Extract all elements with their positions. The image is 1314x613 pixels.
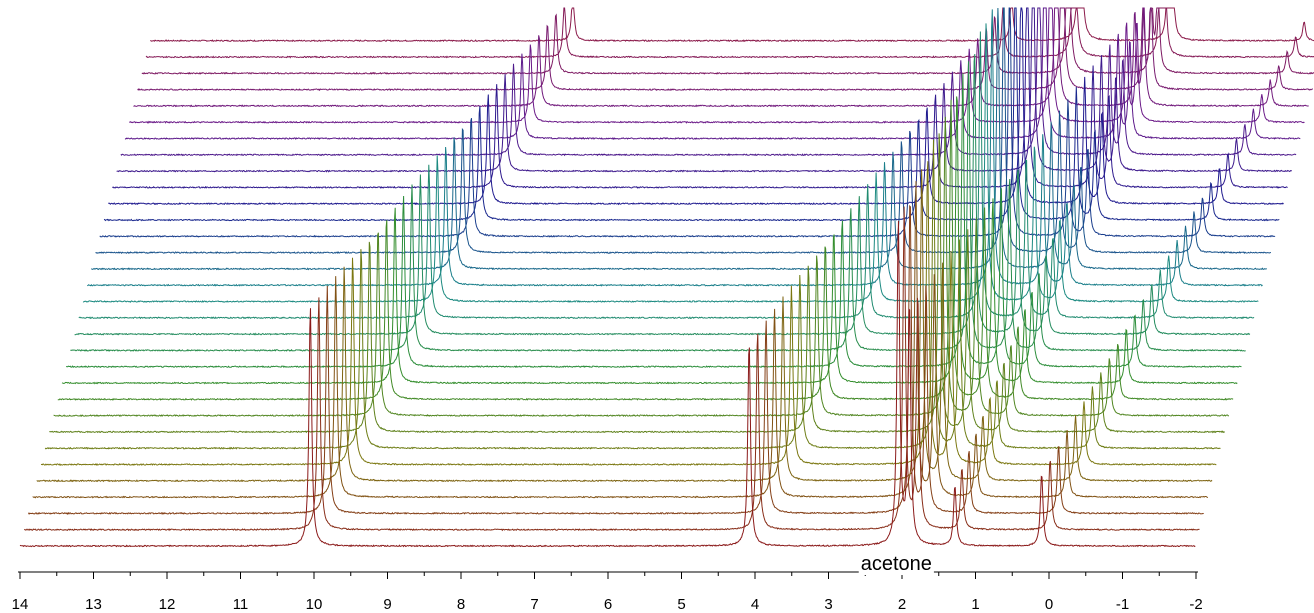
x-tick-label: 10 [306, 596, 323, 613]
x-tick-label: -1 [1116, 596, 1129, 613]
spectrum-trace [78, 31, 1255, 320]
x-tick-label: -2 [1189, 596, 1202, 613]
spectrum-trace [44, 139, 1221, 450]
x-tick-label: 2 [898, 596, 906, 613]
spectrum-trace [74, 54, 1251, 336]
spectrum-trace [95, 7, 1271, 255]
spectrum-trace [36, 169, 1213, 483]
spectrum-trace [91, 7, 1268, 271]
spectrum-trace [99, 7, 1276, 238]
x-tick-label: 6 [604, 596, 612, 613]
annotation-background [858, 553, 934, 575]
spectrum-trace [65, 73, 1242, 369]
x-tick-label: 7 [530, 596, 538, 613]
spectrum-trace [108, 7, 1284, 206]
spectrum-trace [49, 133, 1226, 434]
spectrum-trace [27, 204, 1204, 515]
spectrum-trace [57, 99, 1234, 401]
spectrum-trace [133, 7, 1309, 108]
spectrum-trace [40, 161, 1217, 466]
spectrum-trace [24, 206, 1200, 532]
spectrum-trace [103, 7, 1280, 222]
spectrum-trace [19, 220, 1196, 548]
x-tick-label: 4 [751, 596, 759, 613]
spectrum-trace [53, 116, 1230, 418]
x-tick-label: 11 [233, 596, 249, 613]
annotations: acetone [858, 553, 934, 575]
spectrum-trace [61, 96, 1238, 385]
x-tick-label: 3 [824, 596, 832, 613]
x-tick-label: 8 [457, 596, 465, 613]
x-axis-ticks: 14 13 12 11 10 9 8 7 6 5 4 3 2 1 0 -1 -2 [12, 572, 1203, 613]
x-tick-label: 1 [971, 596, 979, 613]
x-tick-label: 13 [85, 596, 102, 613]
x-tick-label: 12 [159, 596, 176, 613]
x-tick-label: 14 [12, 596, 29, 613]
spectrum-trace [112, 7, 1288, 189]
spectrum-trace [70, 61, 1246, 352]
x-tick-label: 5 [677, 596, 685, 613]
annotation-acetone: acetone [861, 553, 932, 575]
spectrum-trace [137, 7, 1313, 92]
spectrum-trace [150, 7, 1314, 43]
spectrum-trace [82, 23, 1259, 303]
x-axis: 14 13 12 11 10 9 8 7 6 5 4 3 2 1 0 -1 -2 [12, 571, 1203, 613]
spectrum-trace [141, 7, 1314, 75]
spectrum-trace [145, 7, 1314, 59]
spectrum-trace [32, 181, 1209, 499]
x-tick-label: 0 [1045, 596, 1053, 613]
spectrum-trace [129, 7, 1305, 124]
spectra-traces [19, 7, 1314, 548]
spectrum-trace [87, 9, 1263, 287]
x-tick-label: 9 [383, 596, 391, 613]
